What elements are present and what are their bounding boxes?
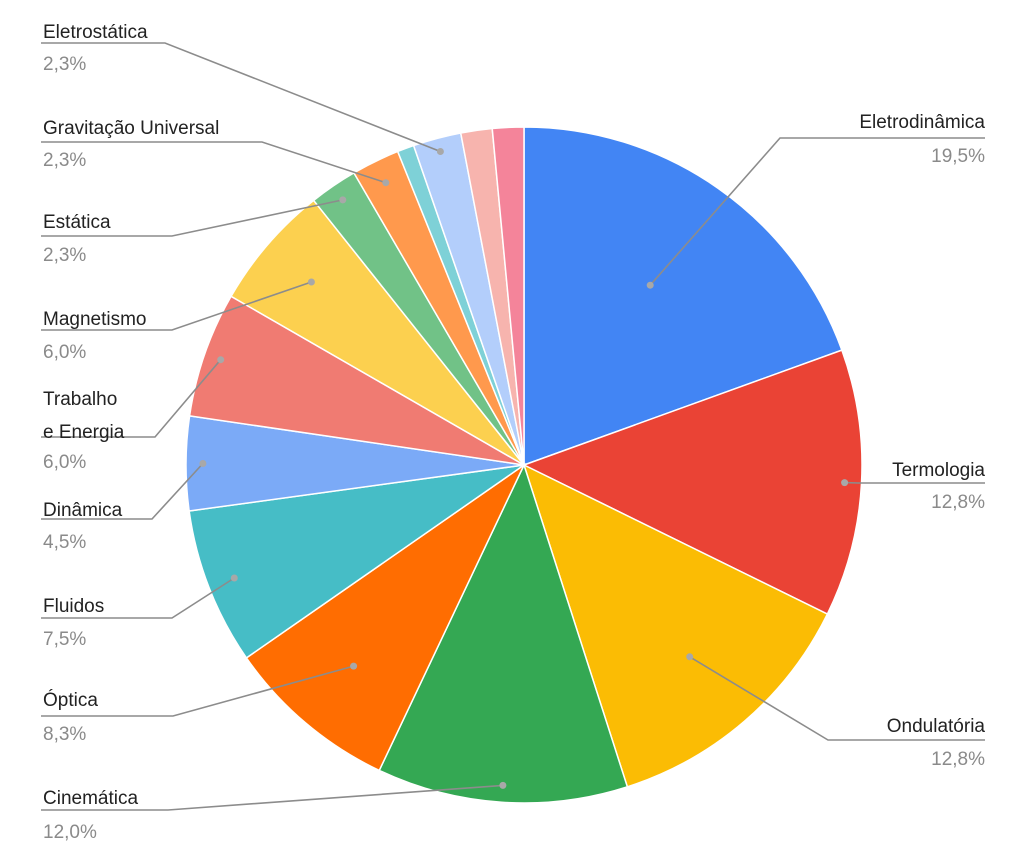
leader-line-gravitacao-universal: [41, 141, 387, 184]
slice-percent-cinematica: 12,0%: [43, 822, 97, 843]
slice-label-fluidos: Fluidos: [43, 596, 104, 617]
slice-percent-ondulatoria: 12,8%: [931, 749, 985, 770]
leader-dot-magnetismo: [307, 278, 315, 286]
pie-slices: [185, 126, 863, 804]
slice-percent-eletrostatica: 2,3%: [43, 54, 86, 75]
leader-dot-trabalho-e-energia: [217, 356, 225, 364]
pie-slice-trabalho-e-energia: [188, 295, 525, 466]
slice-percent-optica: 8,3%: [43, 724, 86, 745]
leader-dot-eletrodinamica: [646, 281, 654, 289]
leader-dot-ondulatoria: [686, 653, 694, 661]
slice-percent-fluidos: 7,5%: [43, 629, 86, 650]
slice-label-eletrodinamica: Eletrodinâmica: [859, 112, 985, 133]
leader-line-dinamica: [41, 462, 204, 520]
leader-line-eletrodinamica: [649, 137, 985, 286]
leader-line-magnetismo: [41, 281, 312, 331]
slice-label-trabalho-e-energia-line-1: Trabalho: [43, 389, 117, 410]
leader-dot-fluidos: [230, 574, 238, 582]
leader-line-eletrostatica: [41, 42, 441, 153]
slice-label-dinamica: Dinâmica: [43, 500, 123, 521]
leader-dot-estatica: [339, 196, 347, 204]
slice-percent-dinamica: 4,5%: [43, 532, 86, 553]
slice-percent-eletrodinamica: 19,5%: [931, 146, 985, 167]
slice-percent-estatica: 2,3%: [43, 245, 86, 266]
slice-label-gravitacao-universal: Gravitação Universal: [43, 118, 219, 139]
pie-slice-slice-14: [491, 126, 525, 466]
slice-percent-magnetismo: 6,0%: [43, 342, 86, 363]
leader-dot-termologia: [841, 479, 849, 487]
pie-slice-eletrodinamica: [523, 126, 843, 467]
slice-label-termologia: Termologia: [892, 460, 985, 481]
pie-slice-ondulatoria: [522, 463, 829, 788]
slice-label-eletrostatica: Eletrostática: [43, 22, 148, 43]
slice-label-optica: Óptica: [43, 689, 98, 711]
pie-slice-cinematica: [378, 462, 629, 804]
slice-percent-gravitacao-universal: 2,3%: [43, 150, 86, 171]
slice-label-estatica: Estática: [43, 212, 111, 233]
leader-line-ondulatoria: [689, 656, 985, 741]
slice-percent-trabalho-e-energia: 6,0%: [43, 452, 86, 473]
pie-slice-optica: [245, 462, 526, 772]
slice-label-magnetismo: Magnetismo: [43, 309, 147, 330]
leader-dot-gravitacao-universal: [382, 179, 390, 187]
leader-dot-dinamica: [199, 460, 207, 467]
leader-dot-eletrostatica: [436, 148, 444, 155]
leader-line-fluidos: [41, 577, 235, 619]
leader-line-optica: [41, 665, 354, 717]
slice-labels: Eletrodinâmica 19,5% Termologia 12,8% Ondula…: [43, 22, 985, 843]
slice-label-trabalho-e-energia-line-2: e Energia: [43, 422, 125, 443]
slice-label-ondulatoria: Ondulatória: [887, 716, 986, 737]
label-leaders: [41, 42, 985, 811]
slice-percent-termologia: 12,8%: [931, 492, 985, 513]
pie-slice-fluidos: [188, 464, 525, 659]
slice-label-cinematica: Cinemática: [43, 788, 138, 809]
leader-dot-cinematica: [499, 781, 507, 789]
leader-line-estatica: [41, 199, 343, 237]
leader-line-trabalho-e-energia: [41, 359, 222, 438]
pie-slice-magnetismo: [230, 199, 525, 466]
leader-line-cinematica: [41, 784, 503, 811]
leader-dot-optica: [350, 662, 358, 670]
